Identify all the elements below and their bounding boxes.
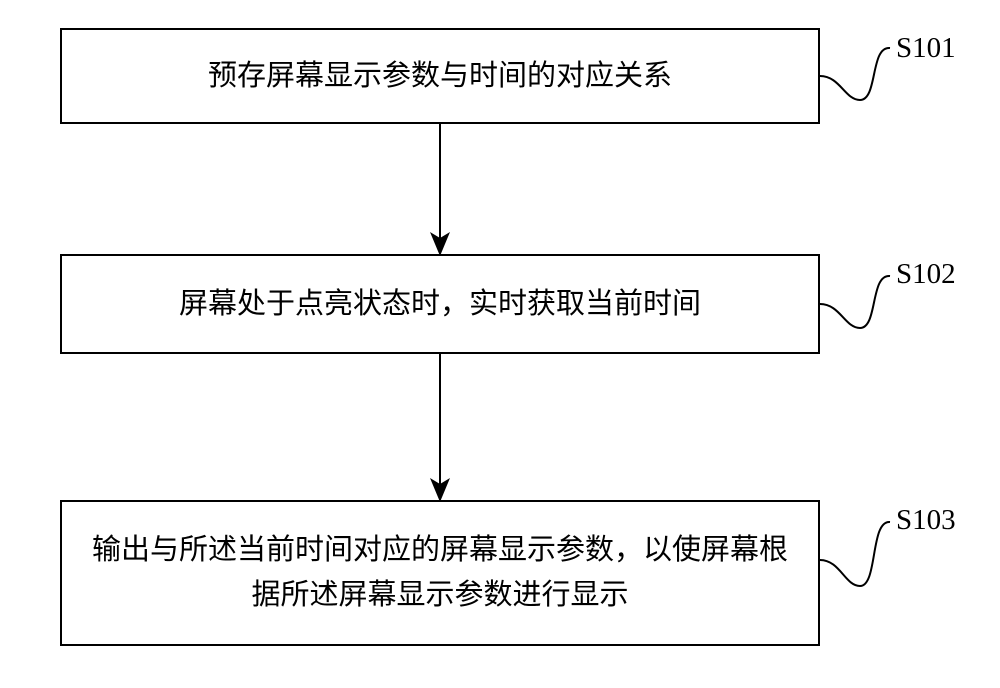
squiggle-s102	[820, 276, 890, 328]
squiggle-s103	[820, 522, 890, 586]
flowchart-canvas: 预存屏幕显示参数与时间的对应关系 S101 屏幕处于点亮状态时，实时获取当前时间…	[0, 0, 1000, 688]
flow-node-s103-text: 输出与所述当前时间对应的屏幕显示参数，以使屏幕根据所述屏幕显示参数进行显示	[82, 528, 798, 618]
flow-node-s101-text: 预存屏幕显示参数与时间的对应关系	[208, 54, 672, 99]
step-label-s103: S103	[896, 504, 956, 537]
flow-node-s103: 输出与所述当前时间对应的屏幕显示参数，以使屏幕根据所述屏幕显示参数进行显示	[60, 500, 820, 646]
squiggle-s101	[820, 48, 890, 100]
step-label-s102: S102	[896, 258, 956, 291]
step-label-s101: S101	[896, 32, 956, 65]
flow-node-s102-text: 屏幕处于点亮状态时，实时获取当前时间	[179, 282, 701, 327]
flow-node-s101: 预存屏幕显示参数与时间的对应关系	[60, 28, 820, 124]
flow-node-s102: 屏幕处于点亮状态时，实时获取当前时间	[60, 254, 820, 354]
